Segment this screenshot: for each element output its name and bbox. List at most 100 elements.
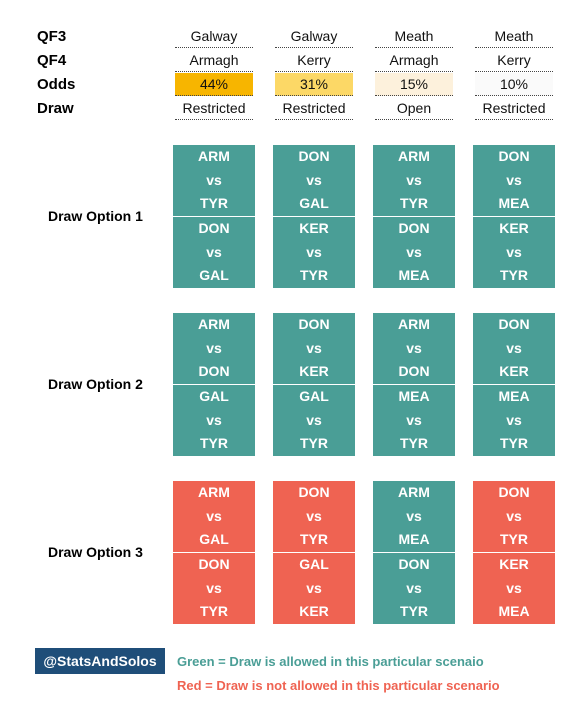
vs-text: vs [506,243,522,260]
header-cell: Galway [175,25,253,48]
match-cell: ARM vs TYR [173,145,255,216]
team-code: MEA [398,267,430,284]
team-code: GAL [199,388,229,404]
header-cell: Restricted [175,97,253,120]
match-cell: DON vs GAL [273,145,355,216]
team-code: ARM [398,484,430,500]
team-code: DON [398,556,430,572]
team-code: DON [298,484,330,500]
team-code: TYR [400,195,428,212]
match-cell: KER vs TYR [273,217,355,288]
vs-text: vs [406,243,422,260]
header-cell: Meath [475,25,553,48]
handle-badge: @StatsAndSolos [35,648,165,674]
team-code: MEA [498,388,530,404]
vs-text: vs [206,507,222,524]
vs-text: vs [206,171,222,188]
team-code: DON [198,220,230,236]
team-code: DON [498,148,530,164]
vs-text: vs [206,243,222,260]
vs-text: vs [406,339,422,356]
team-code: DON [298,148,330,164]
row-label: Draw [37,100,74,117]
odds-cell: 15% [375,73,453,96]
team-code: ARM [198,148,230,164]
match-cell: GAL vs KER [273,553,355,624]
match-cell: DON vs TYR [373,553,455,624]
match-cell: DON vs MEA [373,217,455,288]
match-cell: GAL vs TYR [273,385,355,456]
team-code: ARM [398,148,430,164]
row-label: Odds [37,76,76,93]
option-label: Draw Option 2 [48,376,143,392]
team-code: KER [299,220,329,236]
match-cell: MEA vs TYR [473,385,555,456]
match-cell: KER vs MEA [473,553,555,624]
team-code: DON [398,220,430,236]
team-code: DON [498,484,530,500]
header-cell: Restricted [475,97,553,120]
vs-text: vs [506,507,522,524]
match-cell: DON vs KER [473,313,555,384]
team-code: TYR [200,195,228,212]
team-code: GAL [199,531,229,548]
team-code: DON [298,316,330,332]
team-code: MEA [398,531,430,548]
odds-cell: 10% [475,73,553,96]
option-label: Draw Option 3 [48,544,143,560]
match-cell: ARM vs GAL [173,481,255,552]
team-code: ARM [198,484,230,500]
match-cell: ARM vs DON [173,313,255,384]
match-cell: ARM vs MEA [373,481,455,552]
header-cell: Restricted [275,97,353,120]
vs-text: vs [506,171,522,188]
team-code: KER [299,363,329,380]
team-code: TYR [200,603,228,620]
header-cell: Open [375,97,453,120]
match-cell: MEA vs TYR [373,385,455,456]
odds-cell: 44% [175,73,253,96]
vs-text: vs [306,171,322,188]
vs-text: vs [206,579,222,596]
vs-text: vs [306,243,322,260]
header-cell: Meath [375,25,453,48]
team-code: GAL [299,195,329,212]
match-cell: DON vs TYR [273,481,355,552]
team-code: KER [499,220,529,236]
team-code: GAL [299,556,329,572]
odds-cell: 31% [275,73,353,96]
red-note: Red = Draw is not allowed in this partic… [177,678,500,693]
team-code: DON [198,363,230,380]
team-code: TYR [500,435,528,452]
vs-text: vs [306,411,322,428]
match-cell: ARM vs DON [373,313,455,384]
header-cell: Kerry [475,49,553,72]
team-code: MEA [398,388,430,404]
header-cell: Armagh [175,49,253,72]
team-code: TYR [400,603,428,620]
header-cell: Galway [275,25,353,48]
vs-text: vs [306,507,322,524]
option-label: Draw Option 1 [48,208,143,224]
vs-text: vs [306,339,322,356]
team-code: DON [498,316,530,332]
row-label: QF4 [37,52,67,69]
match-cell: DON vs TYR [173,553,255,624]
team-code: DON [398,363,430,380]
vs-text: vs [406,579,422,596]
header-cell: Armagh [375,49,453,72]
row-label: QF3 [37,28,67,45]
match-cell: GAL vs TYR [173,385,255,456]
vs-text: vs [506,339,522,356]
team-code: DON [198,556,230,572]
vs-text: vs [506,411,522,428]
team-code: TYR [300,435,328,452]
vs-text: vs [406,411,422,428]
team-code: ARM [198,316,230,332]
team-code: TYR [200,435,228,452]
team-code: KER [499,363,529,380]
match-cell: DON vs KER [273,313,355,384]
team-code: TYR [400,435,428,452]
vs-text: vs [206,411,222,428]
